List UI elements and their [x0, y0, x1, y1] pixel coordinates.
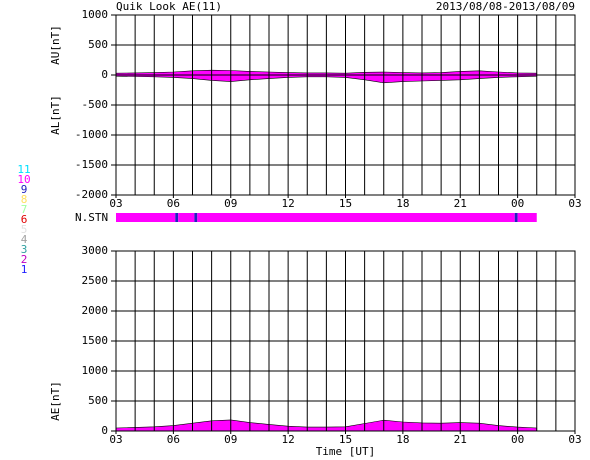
x-tick-label: 15 [339, 197, 352, 210]
x-tick-label: 12 [282, 197, 295, 210]
y-tick-label: -1000 [75, 128, 108, 141]
x-tick-label: 00 [511, 433, 524, 446]
legend-level: 8 [21, 193, 28, 206]
y-tick-label: 3000 [82, 244, 109, 257]
x-tick-label: 12 [282, 433, 295, 446]
x-tick-label: 03 [109, 433, 122, 446]
station-segment [194, 213, 198, 222]
plot-frame [115, 14, 576, 196]
area [115, 74, 538, 84]
legend-level: 2 [21, 253, 28, 266]
x-tick-label: 21 [454, 197, 467, 210]
date-range: 2013/08/08-2013/08/09 [436, 0, 575, 13]
x-tick-label: 15 [339, 433, 352, 446]
y-tick-label: 1000 [82, 364, 109, 377]
plot-frame [115, 250, 576, 432]
y-tick-label: 0 [101, 68, 108, 81]
y-tick-label: 500 [88, 38, 108, 51]
legend-level: 4 [21, 233, 28, 246]
x-axis-label: Time [UT] [316, 445, 376, 458]
station-segment [514, 213, 518, 222]
legend-level: 5 [21, 223, 28, 236]
x-tick-label: 06 [167, 433, 180, 446]
x-tick-label: 18 [396, 197, 409, 210]
station-segment [197, 213, 515, 222]
x-tick-label: 06 [167, 197, 180, 210]
y-tick-label: 0 [101, 424, 108, 437]
y-tick-label: 2500 [82, 274, 109, 287]
y-tick-label: 1500 [82, 334, 109, 347]
station-label: N.STN [75, 211, 108, 224]
area [115, 419, 538, 432]
legend-level: 11 [17, 163, 30, 176]
x-tick-label: 18 [396, 433, 409, 446]
y-axis-label: AU[nT] [49, 25, 62, 65]
legend-level: 1 [21, 263, 28, 276]
station-segment [116, 213, 176, 222]
legend-level: 9 [21, 183, 28, 196]
x-tick-label: 03 [568, 197, 581, 210]
station-segment [178, 213, 195, 222]
station-segment [517, 213, 537, 222]
x-tick-label: 00 [511, 197, 524, 210]
y-tick-label: 2000 [82, 304, 109, 317]
y-tick-label: 500 [88, 394, 108, 407]
y-tick-label: -1500 [75, 158, 108, 171]
legend-level: 3 [21, 243, 28, 256]
legend-level: 10 [17, 173, 30, 186]
y-axis-label: AE[nT] [49, 381, 62, 421]
station-segment [175, 213, 179, 222]
legend-level: 6 [21, 213, 28, 226]
y-tick-label: 1000 [82, 8, 109, 21]
x-tick-label: 09 [224, 197, 237, 210]
y-axis-label: AL[nT] [49, 95, 62, 135]
area [115, 69, 538, 76]
chart-title: Quik Look AE(11) [116, 0, 222, 13]
x-tick-label: 09 [224, 433, 237, 446]
legend-level: 7 [21, 203, 28, 216]
y-tick-label: -2000 [75, 188, 108, 201]
x-tick-label: 03 [109, 197, 122, 210]
x-tick-label: 03 [568, 433, 581, 446]
x-tick-label: 21 [454, 433, 467, 446]
y-tick-label: -500 [82, 98, 109, 111]
